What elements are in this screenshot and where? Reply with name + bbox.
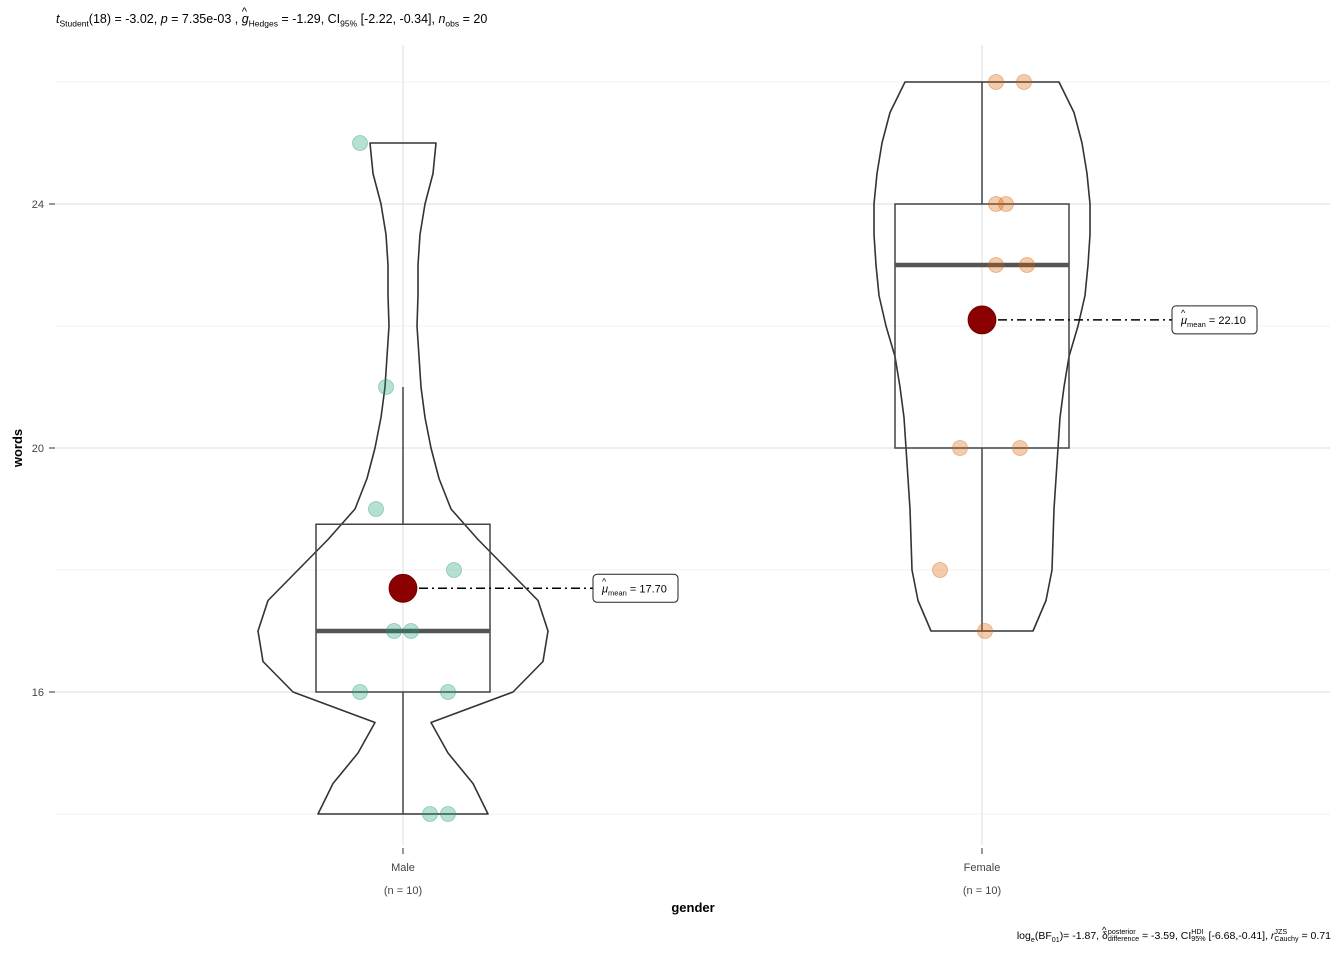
ci-range: [-6.68,-0.41], [1205, 929, 1271, 942]
mean-subscript: mean [608, 588, 627, 597]
data-point [386, 623, 402, 639]
data-point [352, 684, 368, 700]
data-point [988, 257, 1004, 273]
delta-superscript: posterior [1107, 928, 1136, 936]
data-point [352, 135, 368, 151]
delta-symbol: δ [1102, 925, 1108, 942]
delta-subscript: difference [1107, 935, 1140, 944]
data-points [352, 74, 1035, 822]
t-subscript: Student [59, 18, 89, 29]
ci-superscript: HDI [1191, 928, 1204, 936]
ci-range: [-2.22, -0.34], [357, 12, 439, 26]
violin-female [873, 81, 1091, 632]
mean-label: μmean = 22.10 [1180, 315, 1246, 329]
mean-markers: μmean = 17.70^μmean = 22.10^ [388, 305, 1258, 603]
data-point [952, 440, 968, 456]
mean-label-box [592, 573, 679, 603]
data-point [977, 623, 993, 639]
r-subscript: Cauchy [1274, 935, 1299, 944]
violins [257, 81, 1091, 815]
data-point [988, 196, 1004, 212]
mean-point [967, 305, 997, 335]
ci-subscript: 95% [1191, 935, 1206, 944]
data-point [440, 806, 456, 822]
data-point [403, 623, 419, 639]
data-point [368, 501, 384, 517]
mean-value: = 17.70 [627, 583, 667, 595]
data-point [440, 684, 456, 700]
p-value: = 7.35e-03 , [167, 12, 242, 26]
box-female [894, 203, 1070, 449]
y-axis-label: words [10, 429, 25, 468]
r-superscript: JZS [1274, 928, 1288, 936]
violin-male [257, 142, 549, 815]
box-male [315, 523, 491, 693]
x-axis-label: gender [671, 900, 714, 915]
g-subscript: Hedges [248, 18, 278, 29]
effect-size: = -1.29, CI [277, 12, 341, 26]
mean-point [388, 573, 418, 603]
axes: 16 20 24 Male (n = 10) Female (n = 10) [32, 199, 1001, 897]
delta-value: = -3.59, CI [1139, 929, 1192, 942]
r-value: = 0.71 [1298, 929, 1332, 942]
g-symbol: g [242, 6, 249, 26]
n-symbol: n [438, 12, 446, 26]
mean-label: μmean = 17.70 [601, 583, 667, 597]
n-value: = 20 [459, 12, 488, 26]
mean-hat: ^ [602, 576, 607, 586]
data-point [988, 74, 1004, 90]
y-tick-label: 20 [32, 443, 44, 455]
data-point [1019, 257, 1035, 273]
data-point [1012, 440, 1028, 456]
mean-label-box [1171, 305, 1258, 335]
ci-subscript: 95% [340, 18, 358, 29]
bf-base: e [1030, 936, 1035, 945]
bf-value: )= -1.87, [1059, 929, 1103, 942]
mean-subscript: mean [1187, 320, 1206, 329]
x-tick-n-label: (n = 10) [384, 885, 422, 897]
mean-symbol: μ [1180, 315, 1187, 327]
mean-value: = 22.10 [1206, 315, 1246, 327]
x-tick-n-label: (n = 10) [963, 885, 1001, 897]
r-symbol: r [1270, 929, 1275, 942]
t-symbol: t [56, 12, 60, 26]
stats-caption: loge(BF01)= -1.87, δposteriordifference … [1016, 925, 1332, 945]
x-tick-label: Female [964, 862, 1001, 874]
grid-lines [55, 45, 1330, 845]
y-tick-label: 16 [32, 687, 44, 699]
data-point [998, 196, 1014, 212]
data-point [1016, 74, 1032, 90]
data-point [932, 562, 948, 578]
t-statistic: (18) = -3.02, [88, 12, 161, 26]
bf-symbol: (BF [1034, 929, 1052, 942]
boxplots [315, 82, 1070, 814]
stats-subtitle: tStudent(18) = -3.02, p = 7.35e-03 , gHe… [56, 6, 488, 29]
mean-hat: ^ [1181, 308, 1186, 318]
n-subscript: obs [445, 18, 460, 29]
y-tick-label: 24 [32, 199, 44, 211]
x-tick-label: Male [391, 862, 415, 874]
p-symbol: p [160, 12, 168, 26]
data-point [422, 806, 438, 822]
data-point [378, 379, 394, 395]
bf-subscript: 01 [1051, 936, 1060, 945]
mean-symbol: μ [601, 583, 608, 595]
bf-log: log [1016, 929, 1031, 942]
data-point [446, 562, 462, 578]
